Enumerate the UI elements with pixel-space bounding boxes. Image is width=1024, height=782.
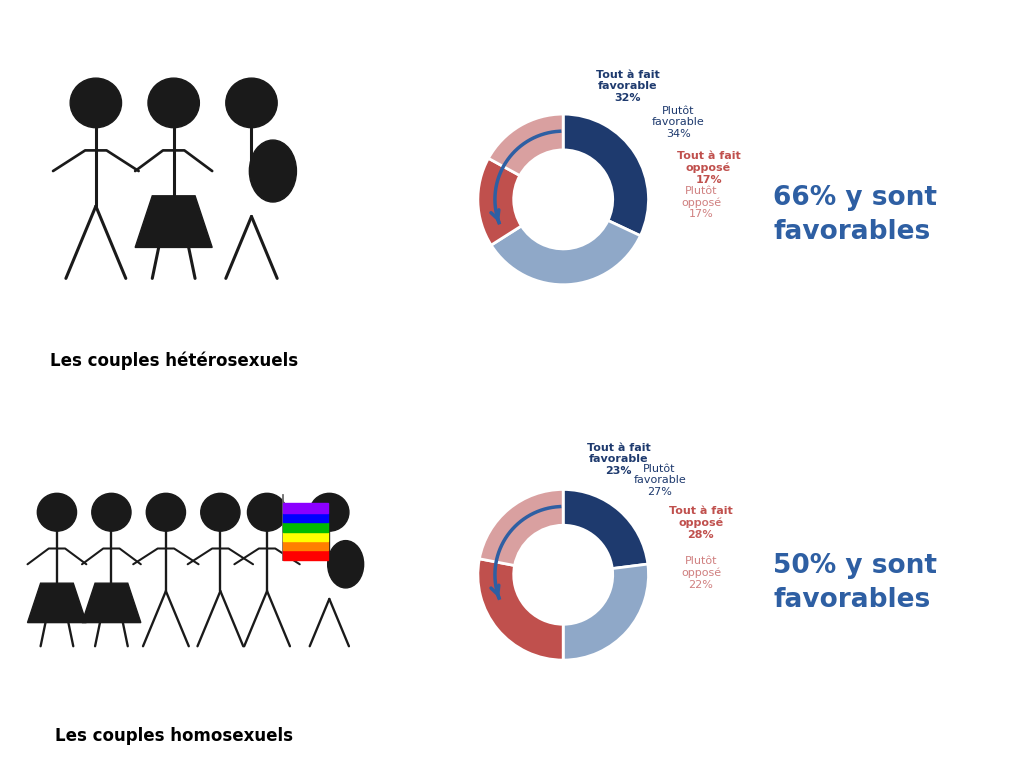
Wedge shape	[488, 114, 563, 176]
Circle shape	[201, 493, 240, 531]
Ellipse shape	[250, 140, 296, 202]
Circle shape	[71, 78, 122, 127]
Text: 66% y sont
favorables: 66% y sont favorables	[773, 185, 937, 245]
Text: Tout à fait
opposé
17%: Tout à fait opposé 17%	[677, 151, 740, 185]
Polygon shape	[135, 196, 212, 247]
Text: Les couples hétérosexuels: Les couples hétérosexuels	[49, 352, 298, 370]
Bar	[283, 532, 329, 541]
Circle shape	[146, 493, 185, 531]
Circle shape	[309, 493, 349, 531]
Text: 50% y sont
favorables: 50% y sont favorables	[773, 553, 937, 612]
Bar	[283, 551, 329, 560]
Circle shape	[92, 493, 131, 531]
Circle shape	[37, 493, 77, 531]
Ellipse shape	[328, 540, 364, 588]
Text: Tout à fait
opposé
28%: Tout à fait opposé 28%	[669, 506, 733, 540]
Polygon shape	[28, 583, 86, 622]
Text: Plutôt
favorable
34%: Plutôt favorable 34%	[652, 106, 705, 138]
Wedge shape	[563, 564, 648, 660]
Bar	[283, 541, 329, 551]
Wedge shape	[563, 490, 648, 569]
Circle shape	[148, 78, 200, 127]
Wedge shape	[492, 221, 640, 285]
Bar	[283, 503, 329, 513]
Text: Plutôt
opposé
22%: Plutôt opposé 22%	[681, 556, 721, 590]
Wedge shape	[563, 114, 648, 235]
Polygon shape	[82, 583, 141, 622]
Wedge shape	[478, 559, 563, 660]
Text: Tout à fait
favorable
32%: Tout à fait favorable 32%	[596, 70, 659, 102]
Bar	[283, 513, 329, 522]
Text: Les couples homosexuels: Les couples homosexuels	[54, 727, 293, 745]
Circle shape	[248, 493, 287, 531]
Bar	[283, 522, 329, 532]
Text: Tout à fait
favorable
23%: Tout à fait favorable 23%	[587, 443, 650, 476]
Wedge shape	[478, 158, 521, 245]
Text: Plutôt
opposé
17%: Plutôt opposé 17%	[681, 185, 721, 220]
Text: Plutôt
favorable
27%: Plutôt favorable 27%	[633, 464, 686, 497]
Wedge shape	[479, 490, 563, 565]
Circle shape	[226, 78, 278, 127]
